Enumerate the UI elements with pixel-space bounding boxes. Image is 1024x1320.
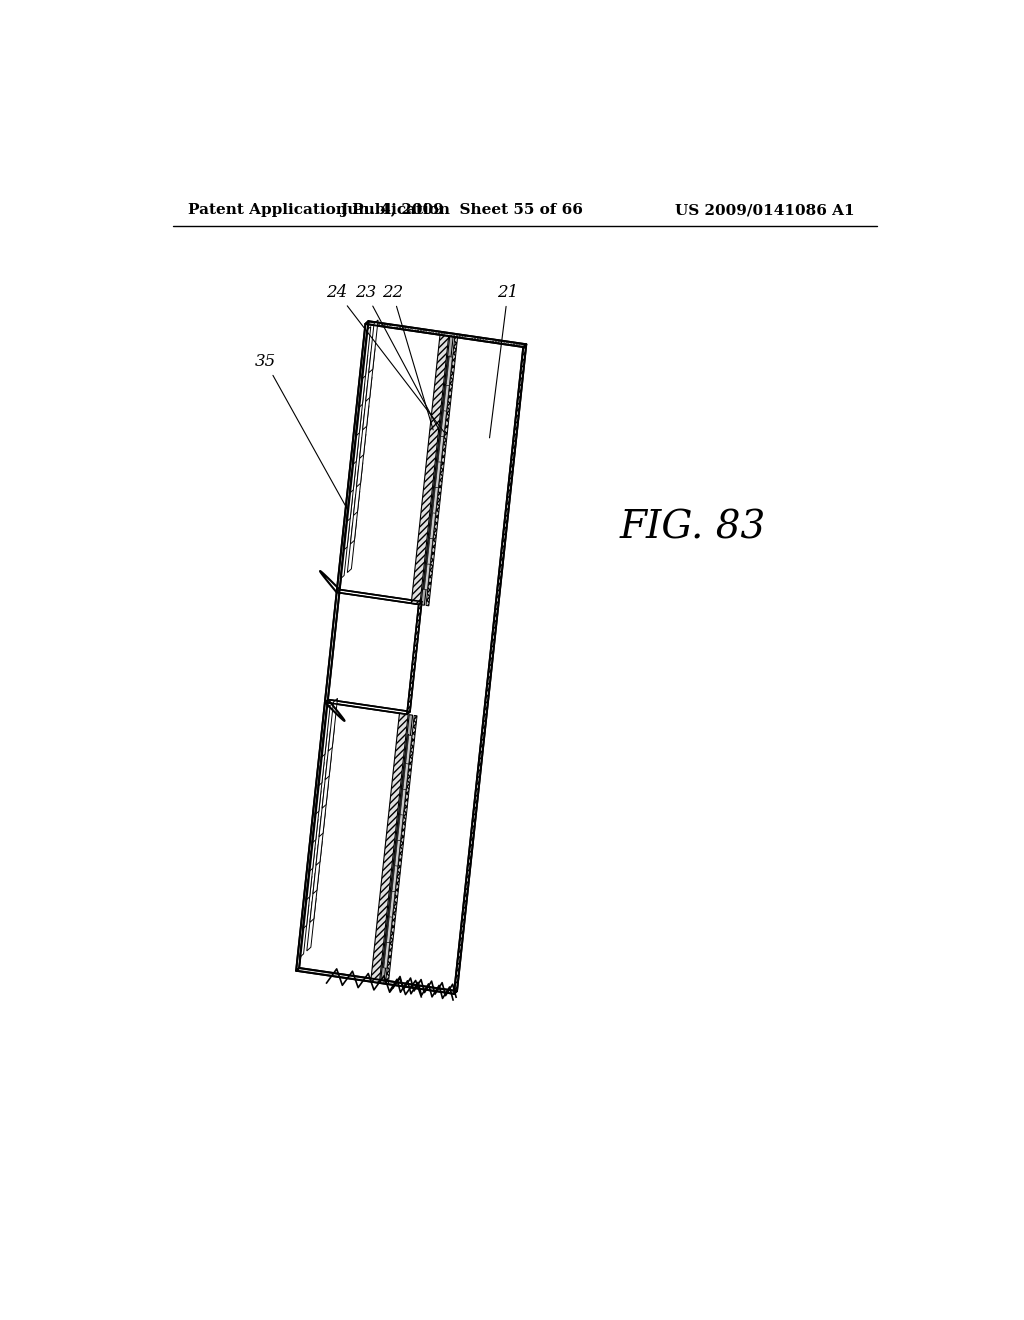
Polygon shape	[399, 785, 407, 814]
Polygon shape	[323, 755, 332, 808]
Polygon shape	[385, 715, 417, 985]
Polygon shape	[388, 887, 392, 916]
Polygon shape	[394, 836, 398, 866]
Polygon shape	[388, 888, 395, 917]
Polygon shape	[445, 355, 450, 385]
Polygon shape	[296, 321, 369, 970]
Polygon shape	[329, 698, 338, 751]
Text: Jun. 4, 2009   Sheet 55 of 66: Jun. 4, 2009 Sheet 55 of 66	[340, 203, 583, 216]
Polygon shape	[396, 812, 403, 841]
Polygon shape	[317, 734, 328, 787]
Polygon shape	[442, 381, 450, 411]
Polygon shape	[383, 939, 387, 968]
Polygon shape	[349, 441, 358, 494]
Polygon shape	[380, 714, 413, 983]
Polygon shape	[426, 337, 458, 606]
Polygon shape	[302, 876, 312, 929]
Polygon shape	[386, 913, 392, 942]
Polygon shape	[313, 841, 323, 894]
Polygon shape	[366, 348, 375, 401]
Polygon shape	[424, 560, 427, 589]
Polygon shape	[426, 535, 430, 564]
Polygon shape	[429, 510, 436, 539]
Polygon shape	[321, 705, 331, 758]
Polygon shape	[346, 470, 355, 523]
Polygon shape	[305, 847, 315, 900]
Polygon shape	[366, 321, 526, 347]
Polygon shape	[412, 335, 449, 605]
Polygon shape	[394, 837, 400, 866]
Polygon shape	[316, 813, 326, 866]
Polygon shape	[343, 498, 352, 550]
Polygon shape	[440, 407, 444, 436]
Polygon shape	[337, 590, 422, 605]
Polygon shape	[440, 408, 446, 437]
Polygon shape	[434, 459, 441, 488]
Polygon shape	[396, 810, 400, 840]
Text: US 2009/0141086 A1: US 2009/0141086 A1	[675, 203, 854, 216]
Polygon shape	[437, 433, 444, 462]
Polygon shape	[325, 700, 410, 714]
Polygon shape	[429, 510, 433, 539]
Polygon shape	[399, 785, 403, 814]
Polygon shape	[391, 863, 398, 892]
Polygon shape	[307, 898, 316, 950]
Polygon shape	[437, 432, 441, 462]
Polygon shape	[326, 727, 335, 780]
Polygon shape	[319, 784, 329, 837]
Polygon shape	[391, 862, 395, 891]
Polygon shape	[402, 760, 409, 789]
Polygon shape	[426, 536, 433, 565]
Polygon shape	[386, 912, 390, 942]
Text: 21: 21	[489, 284, 518, 438]
Polygon shape	[421, 337, 454, 605]
Polygon shape	[358, 355, 368, 408]
Text: FIG. 83: FIG. 83	[620, 510, 766, 546]
Polygon shape	[407, 602, 422, 714]
Text: Patent Application Publication: Patent Application Publication	[188, 203, 451, 216]
Text: 23: 23	[354, 284, 439, 432]
Polygon shape	[432, 484, 438, 513]
Text: 24: 24	[327, 284, 444, 432]
Polygon shape	[404, 734, 409, 763]
Polygon shape	[424, 561, 430, 590]
Text: 35: 35	[255, 354, 348, 511]
Polygon shape	[347, 520, 356, 573]
Polygon shape	[340, 527, 349, 579]
Text: 22: 22	[382, 284, 433, 430]
Polygon shape	[402, 759, 407, 789]
Polygon shape	[371, 713, 409, 983]
Polygon shape	[362, 378, 372, 430]
Polygon shape	[359, 405, 369, 458]
Polygon shape	[369, 319, 378, 372]
Polygon shape	[454, 345, 526, 994]
Polygon shape	[432, 483, 435, 512]
Polygon shape	[310, 870, 319, 923]
Polygon shape	[299, 904, 309, 957]
Polygon shape	[361, 326, 371, 379]
Polygon shape	[314, 762, 325, 814]
Polygon shape	[404, 735, 412, 764]
Polygon shape	[442, 381, 446, 411]
Polygon shape	[311, 791, 322, 843]
Polygon shape	[352, 412, 361, 465]
Polygon shape	[353, 462, 362, 516]
Polygon shape	[356, 434, 366, 487]
Polygon shape	[445, 356, 453, 385]
Polygon shape	[355, 384, 365, 437]
Polygon shape	[296, 968, 457, 994]
Polygon shape	[434, 458, 438, 487]
Polygon shape	[350, 491, 359, 544]
Polygon shape	[383, 940, 390, 969]
Polygon shape	[308, 820, 318, 873]
